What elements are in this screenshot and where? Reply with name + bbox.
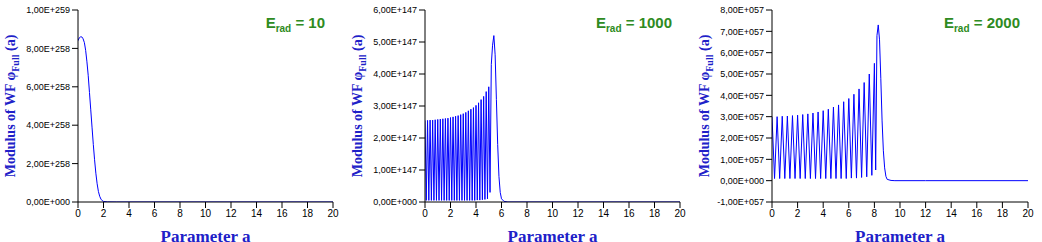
svg-text:14: 14 [598, 208, 610, 219]
svg-text:1,00E+147: 1,00E+147 [373, 165, 417, 175]
svg-text:14: 14 [946, 208, 958, 219]
svg-text:5,00E+057: 5,00E+057 [720, 69, 764, 79]
svg-text:8,00E+057: 8,00E+057 [720, 5, 764, 15]
svg-text:4,00E+147: 4,00E+147 [373, 69, 417, 79]
svg-text:4,00E+258: 4,00E+258 [26, 120, 70, 130]
svg-text:2,00E+057: 2,00E+057 [720, 133, 764, 143]
svg-text:14: 14 [251, 208, 263, 219]
svg-text:7,00E+057: 7,00E+057 [720, 27, 764, 37]
svg-text:2: 2 [795, 208, 801, 219]
svg-text:12: 12 [920, 208, 932, 219]
svg-text:6,00E+147: 6,00E+147 [373, 5, 417, 15]
svg-text:20: 20 [1022, 208, 1034, 219]
svg-text:12: 12 [572, 208, 584, 219]
html-text:(a): (a) [350, 34, 365, 51]
svg-text:10: 10 [547, 208, 559, 219]
svg-text:3,00E+147: 3,00E+147 [373, 101, 417, 111]
svg-text:0,00E+000: 0,00E+000 [26, 197, 70, 207]
html-text:Full: Full [356, 54, 368, 72]
svg-text:0: 0 [75, 208, 81, 219]
svg-text:0: 0 [769, 208, 775, 219]
svg-text:20: 20 [327, 208, 339, 219]
html-text:Erad = 1000: Erad = 1000 [596, 14, 672, 34]
html-text:Erad = 10: Erad = 10 [265, 14, 325, 34]
svg-text:3,00E+057: 3,00E+057 [720, 112, 764, 122]
svg-text:1,00E+057: 1,00E+057 [720, 155, 764, 165]
svg-text:0,00E+000: 0,00E+000 [720, 176, 764, 186]
svg-text:-1,00E+057: -1,00E+057 [717, 197, 764, 207]
svg-text:6,00E+258: 6,00E+258 [26, 82, 70, 92]
svg-text:8: 8 [524, 208, 530, 219]
svg-text:2: 2 [101, 208, 107, 219]
svg-text:4: 4 [126, 208, 132, 219]
svg-text:Parameter a: Parameter a [508, 227, 598, 242]
html-text:Modulus of WF φ: Modulus of WF φ [3, 71, 18, 178]
svg-text:10: 10 [200, 208, 212, 219]
svg-text:18: 18 [302, 208, 314, 219]
svg-text:5,00E+147: 5,00E+147 [373, 37, 417, 47]
html-text:Modulus of WF φ: Modulus of WF φ [350, 71, 365, 178]
svg-text:0: 0 [422, 208, 428, 219]
svg-text:Parameter a: Parameter a [161, 227, 251, 242]
svg-text:4: 4 [820, 208, 826, 219]
html-text:Erad = 2000: Erad = 2000 [944, 14, 1020, 34]
svg-text:1,00E+259: 1,00E+259 [26, 5, 70, 15]
svg-text:0,00E+000: 0,00E+000 [373, 197, 417, 207]
html-text:(a): (a) [3, 34, 18, 51]
svg-text:18: 18 [997, 208, 1009, 219]
svg-text:10: 10 [894, 208, 906, 219]
svg-text:16: 16 [623, 208, 635, 219]
html-text:Modulus of WF φ: Modulus of WF φ [697, 71, 712, 178]
svg-text:2: 2 [448, 208, 454, 219]
svg-text:16: 16 [276, 208, 288, 219]
svg-text:2,00E+147: 2,00E+147 [373, 133, 417, 143]
svg-text:6: 6 [499, 208, 505, 219]
svg-text:4,00E+057: 4,00E+057 [720, 91, 764, 101]
svg-text:6: 6 [846, 208, 852, 219]
svg-text:2,00E+258: 2,00E+258 [26, 159, 70, 169]
svg-text:4: 4 [473, 208, 479, 219]
svg-text:Parameter a: Parameter a [855, 227, 945, 242]
html-text:Full: Full [9, 54, 21, 72]
svg-text:12: 12 [225, 208, 237, 219]
svg-text:8: 8 [177, 208, 183, 219]
svg-text:20: 20 [674, 208, 686, 219]
svg-text:8,00E+258: 8,00E+258 [26, 44, 70, 54]
svg-text:8: 8 [872, 208, 878, 219]
html-text:(a): (a) [697, 34, 712, 51]
html-text:Full: Full [703, 54, 715, 72]
svg-text:18: 18 [649, 208, 661, 219]
svg-text:6: 6 [152, 208, 158, 219]
svg-text:6,00E+057: 6,00E+057 [720, 48, 764, 58]
svg-text:16: 16 [971, 208, 983, 219]
